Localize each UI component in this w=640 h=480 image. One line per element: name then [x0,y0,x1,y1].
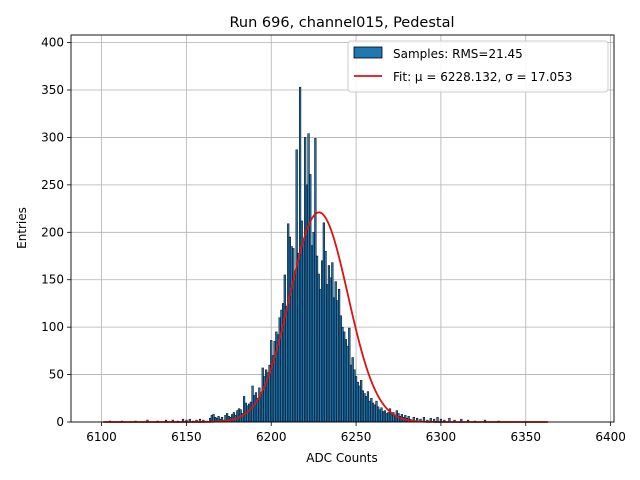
plot-frame [70,34,615,423]
x-tick-label: 6250 [341,430,372,444]
y-tick-label: 150 [41,273,64,287]
x-tick-label: 6100 [86,430,117,444]
x-tick-label: 6350 [510,430,541,444]
histogram-bar [385,413,388,423]
histogram-bar [343,331,346,423]
x-tick-label: 6300 [426,430,457,444]
histogram-bar [312,232,315,423]
histogram-bar [293,274,297,423]
histogram-bar [336,300,339,423]
histogram-bar [237,408,241,423]
histogram-bar [341,326,344,423]
histogram-bar [259,393,263,423]
histogram-bar [351,357,354,423]
histogram-bar [378,409,381,423]
histogram-bar [326,284,329,423]
legend-samples-swatch [353,46,383,59]
y-tick-label: 0 [56,415,64,429]
histogram-bars [108,86,500,423]
y-tick-label: 200 [41,225,64,239]
histogram-bar [348,327,351,423]
histogram-bar [254,392,258,423]
x-tick-label: 6400 [595,430,626,444]
histogram-bar [242,396,246,423]
histogram-bar [302,241,305,423]
histogram-bar [361,390,364,423]
histogram-bar [324,251,327,423]
histogram-bar [353,369,356,423]
histogram-bar [346,345,349,423]
histogram-bar [307,133,310,423]
x-axis-ticks: 6100 6150 6200 6250 6300 6350 6400 [86,422,626,444]
histogram-bar [358,385,361,423]
histogram-bar [390,414,393,423]
x-tick-label: 6150 [171,430,202,444]
y-tick-label: 400 [41,36,64,50]
y-axis-label: Entries [15,207,29,249]
histogram-bar [334,281,337,423]
histogram-bar [314,138,317,423]
histogram-bar [285,306,288,423]
y-tick-label: 100 [41,320,64,334]
histogram-bar [339,315,342,423]
histogram-bar [309,174,312,423]
histogram-bar [329,277,332,423]
histogram-bar [287,223,290,423]
legend-fit-label: Fit: μ = 6228.132, σ = 17.053 [393,70,572,84]
legend-box [347,40,609,93]
histogram-bar [304,137,307,423]
legend: Samples: RMS=21.45 Fit: μ = 6228.132, σ … [347,40,609,93]
histogram-bar [356,381,359,423]
histogram-bar [373,404,376,423]
x-tick-label: 6200 [256,430,287,444]
histogram-bar [380,407,383,423]
y-tick-label: 350 [41,83,64,97]
chart-title: Run 696, channel015, Pedestal [229,15,454,31]
histogram-bar [370,398,373,423]
histogram-bar [297,252,300,423]
histogram-bar [331,262,334,423]
histogram-bar [258,387,261,423]
histogram-bar [319,288,322,423]
histogram-bar [253,395,256,423]
histogram-bar [261,367,264,423]
y-tick-label: 250 [41,178,64,192]
histogram-bar [270,340,273,423]
histogram-bar [321,260,324,423]
y-tick-label: 300 [41,130,64,144]
histogram-bar [366,391,370,423]
histogram-bar [383,410,387,423]
histogram-bar [288,236,291,423]
y-tick-label: 50 [49,368,64,382]
histogram-bar [315,255,319,423]
x-axis-label: ADC Counts [306,451,378,465]
histogram-bar [248,403,251,423]
legend-samples-label: Samples: RMS=21.45 [393,47,523,61]
histogram-bar [375,400,378,423]
histogram-bar [231,414,234,423]
histogram-bar [249,401,252,423]
y-axis-ticks: 0 50 100 150 200 250 300 350 400 [41,36,71,429]
histogram-bar [265,369,268,423]
histogram-bar [363,393,366,423]
histogram-bar [368,400,371,423]
histogram-bar [275,331,278,423]
histogram-bar [232,412,236,423]
